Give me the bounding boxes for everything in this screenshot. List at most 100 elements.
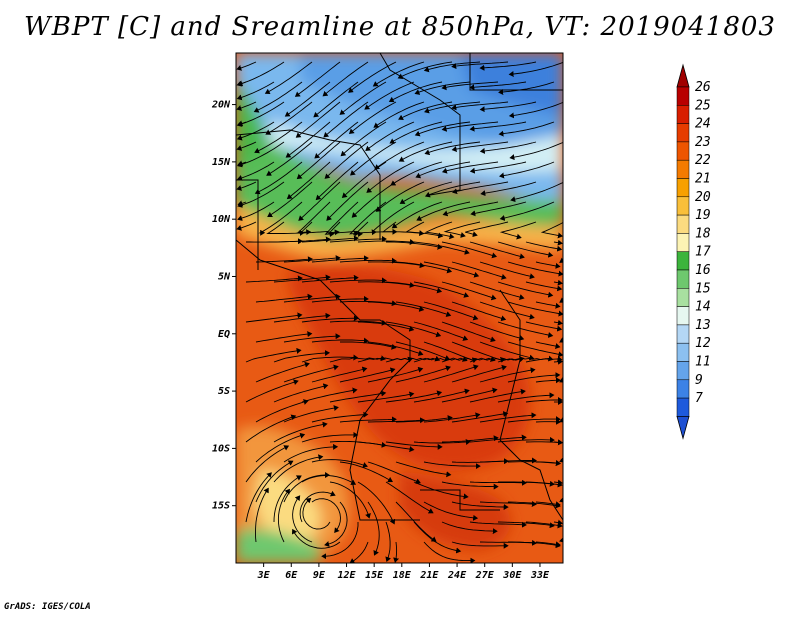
streamline bbox=[341, 161, 387, 198]
streamline bbox=[441, 481, 499, 490]
streamline bbox=[423, 261, 480, 278]
streamline bbox=[525, 481, 563, 488]
streamline bbox=[255, 256, 313, 263]
colorbar-swatch bbox=[676, 361, 690, 381]
streamline bbox=[351, 181, 397, 218]
streamline bbox=[451, 341, 506, 363]
streamline bbox=[348, 101, 397, 135]
streamline bbox=[390, 161, 443, 186]
streamline bbox=[273, 350, 330, 363]
colorbar-label: 14 bbox=[695, 300, 711, 315]
streamline bbox=[236, 181, 257, 191]
streamline bbox=[553, 319, 563, 326]
streamline bbox=[374, 141, 425, 170]
streamline bbox=[525, 241, 563, 252]
colorbar-swatch bbox=[676, 251, 690, 271]
streamline bbox=[375, 181, 425, 212]
streamline bbox=[510, 181, 563, 203]
streamline bbox=[413, 521, 462, 554]
colorbar-label: 26 bbox=[695, 80, 711, 95]
streamline bbox=[301, 354, 359, 363]
streamline bbox=[443, 221, 481, 238]
streamline bbox=[292, 495, 313, 543]
lon-tick-label: 30E bbox=[502, 570, 522, 581]
streamline bbox=[451, 61, 509, 70]
streamline bbox=[509, 141, 563, 161]
streamline bbox=[315, 161, 359, 201]
streamline bbox=[507, 301, 563, 317]
streamline bbox=[372, 61, 425, 87]
streamline bbox=[535, 501, 561, 508]
streamline bbox=[391, 201, 443, 229]
streamline bbox=[322, 61, 369, 97]
streamline bbox=[525, 355, 563, 363]
streamline bbox=[314, 121, 359, 159]
colorbar-swatch bbox=[676, 141, 690, 161]
streamline bbox=[339, 300, 397, 307]
lon-tick-label: 15E bbox=[365, 570, 384, 581]
streamline bbox=[357, 481, 396, 525]
streamline bbox=[254, 121, 303, 154]
pale-band bbox=[270, 120, 563, 173]
streamline bbox=[245, 275, 303, 283]
colorbar-swatch bbox=[676, 397, 690, 417]
streamline bbox=[255, 361, 310, 383]
streamline bbox=[324, 501, 348, 547]
streamline bbox=[357, 321, 415, 332]
streamline bbox=[451, 301, 507, 322]
streamline bbox=[441, 161, 499, 174]
streamline bbox=[469, 161, 527, 174]
colorbar-label: 7 bbox=[695, 391, 703, 406]
lat-tick-label: 15N bbox=[212, 157, 231, 168]
streamline bbox=[349, 541, 369, 563]
streamline bbox=[497, 281, 554, 298]
streamline bbox=[423, 412, 481, 423]
streamline bbox=[364, 81, 415, 110]
streamline bbox=[283, 255, 341, 263]
streamline bbox=[441, 435, 499, 443]
streamline bbox=[507, 341, 563, 358]
colorbar-label: 25 bbox=[695, 98, 711, 113]
streamline bbox=[451, 261, 507, 280]
streamline bbox=[294, 61, 341, 97]
streamline bbox=[553, 358, 563, 365]
streamline bbox=[423, 364, 479, 383]
streamline bbox=[286, 161, 331, 200]
streamline bbox=[385, 321, 442, 338]
streamline bbox=[357, 441, 415, 453]
streamline bbox=[311, 498, 341, 533]
streamline bbox=[386, 241, 443, 250]
streamline bbox=[525, 281, 563, 292]
streamline bbox=[399, 181, 453, 204]
streamline bbox=[395, 301, 452, 317]
streamline bbox=[277, 488, 291, 543]
streamline bbox=[365, 121, 415, 152]
colorbar-swatch bbox=[676, 196, 690, 216]
lat-tick-label: 5S bbox=[218, 386, 230, 397]
streamline bbox=[497, 392, 555, 403]
southwest-yellow bbox=[255, 470, 321, 545]
streamline bbox=[451, 141, 509, 153]
streamline bbox=[311, 295, 369, 303]
streamline bbox=[498, 121, 555, 137]
streamline bbox=[553, 279, 563, 286]
streamline bbox=[329, 319, 387, 326]
streamline bbox=[339, 416, 397, 423]
streamline bbox=[395, 501, 437, 542]
streamline bbox=[535, 261, 561, 269]
streamline bbox=[525, 397, 563, 403]
longitude-axis: 3E 6E 9E 12E 15E 18E 21E 24E 27E 30E 33E bbox=[257, 563, 550, 581]
streamline bbox=[373, 101, 425, 128]
colorbar-label: 24 bbox=[695, 117, 711, 132]
streamline bbox=[535, 377, 561, 384]
streamline bbox=[479, 301, 535, 320]
streamline bbox=[413, 356, 468, 363]
streamline bbox=[265, 101, 313, 135]
streamline bbox=[311, 459, 368, 468]
lat-tick-label: 15S bbox=[212, 501, 230, 512]
streamline bbox=[398, 141, 453, 162]
streamline bbox=[302, 497, 331, 530]
streamline bbox=[245, 347, 302, 363]
streamline bbox=[385, 390, 443, 403]
streamline bbox=[329, 481, 371, 519]
